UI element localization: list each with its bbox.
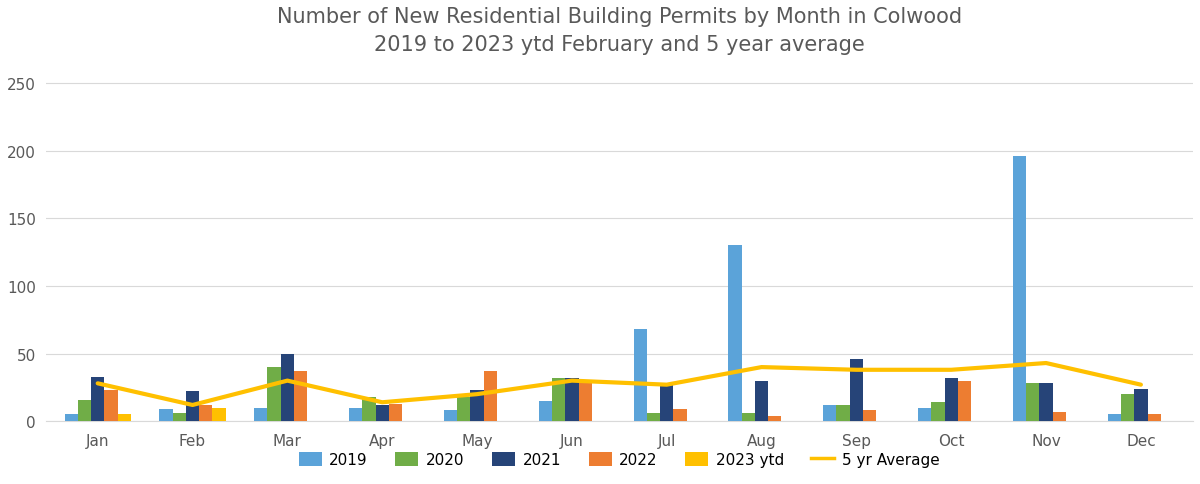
- Bar: [91, 377, 104, 422]
- Bar: [186, 392, 199, 422]
- Bar: [104, 390, 118, 422]
- 5 yr Average: [1039, 361, 1054, 366]
- Bar: [362, 397, 376, 422]
- Bar: [160, 409, 173, 422]
- Bar: [958, 381, 971, 422]
- Bar: [1147, 415, 1160, 422]
- Bar: [349, 408, 362, 422]
- Bar: [1026, 383, 1039, 422]
- Bar: [1108, 415, 1121, 422]
- Bar: [65, 415, 78, 422]
- Bar: [768, 416, 781, 422]
- Title: Number of New Residential Building Permits by Month in Colwood
2019 to 2023 ytd : Number of New Residential Building Permi…: [277, 7, 962, 55]
- Bar: [578, 383, 592, 422]
- Bar: [484, 371, 497, 422]
- 5 yr Average: [850, 367, 864, 373]
- Legend: 2019, 2020, 2021, 2022, 2023 ytd, 5 yr Average: 2019, 2020, 2021, 2022, 2023 ytd, 5 yr A…: [293, 446, 946, 473]
- Bar: [728, 246, 742, 422]
- Bar: [1013, 157, 1026, 422]
- Bar: [281, 354, 294, 422]
- Bar: [944, 378, 958, 422]
- Bar: [1134, 389, 1147, 422]
- Bar: [647, 413, 660, 422]
- Bar: [918, 408, 931, 422]
- Bar: [931, 402, 944, 422]
- Bar: [823, 405, 836, 422]
- Bar: [173, 413, 186, 422]
- 5 yr Average: [660, 382, 674, 388]
- Bar: [118, 415, 131, 422]
- Bar: [444, 410, 457, 422]
- 5 yr Average: [376, 399, 390, 405]
- 5 yr Average: [280, 378, 294, 384]
- 5 yr Average: [944, 367, 959, 373]
- 5 yr Average: [1134, 382, 1148, 388]
- Bar: [552, 378, 565, 422]
- Bar: [850, 359, 863, 422]
- Bar: [539, 401, 552, 422]
- 5 yr Average: [755, 364, 769, 370]
- Bar: [634, 330, 647, 422]
- 5 yr Average: [470, 392, 485, 397]
- Bar: [1039, 383, 1052, 422]
- 5 yr Average: [185, 402, 199, 408]
- Bar: [376, 405, 389, 422]
- Bar: [470, 390, 484, 422]
- Bar: [565, 378, 578, 422]
- Bar: [1052, 412, 1066, 422]
- 5 yr Average: [90, 380, 104, 386]
- Bar: [199, 405, 212, 422]
- 5 yr Average: [565, 378, 580, 384]
- Line: 5 yr Average: 5 yr Average: [97, 363, 1141, 405]
- Bar: [268, 367, 281, 422]
- Bar: [836, 405, 850, 422]
- Bar: [294, 371, 307, 422]
- Bar: [78, 400, 91, 422]
- Bar: [863, 410, 876, 422]
- Bar: [673, 409, 686, 422]
- Bar: [742, 413, 755, 422]
- Bar: [389, 404, 402, 422]
- Bar: [212, 408, 226, 422]
- Bar: [1121, 394, 1134, 422]
- Bar: [660, 385, 673, 422]
- Bar: [254, 408, 268, 422]
- Bar: [755, 381, 768, 422]
- Bar: [457, 397, 470, 422]
